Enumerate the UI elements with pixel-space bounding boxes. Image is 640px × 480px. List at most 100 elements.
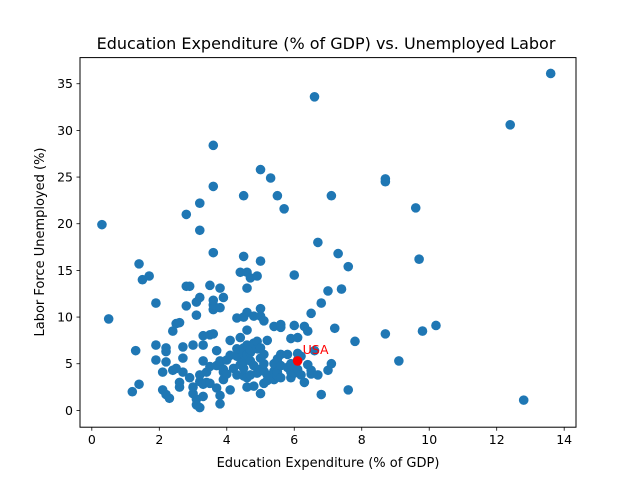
highlight-label-usa: USA	[303, 342, 329, 357]
y-axis-ticks: 0 5 10 15 20 25 30 35	[57, 76, 80, 418]
data-point	[215, 283, 225, 293]
data-point	[343, 385, 354, 395]
data-point	[130, 345, 141, 356]
data-point	[326, 190, 337, 201]
data-point	[151, 340, 161, 350]
data-point	[343, 261, 354, 272]
data-point	[505, 120, 516, 130]
data-point	[299, 377, 310, 388]
data-point	[103, 314, 114, 324]
data-point	[167, 326, 178, 336]
data-point	[289, 320, 300, 331]
data-point	[326, 358, 337, 369]
y-tick-label: 5	[65, 356, 73, 371]
data-point	[157, 367, 168, 377]
data-point	[161, 343, 171, 353]
data-point	[380, 329, 391, 339]
data-point	[275, 372, 286, 383]
x-tick-label: 4	[223, 432, 231, 447]
highlight-group: USA	[292, 342, 329, 366]
data-point	[242, 325, 252, 335]
data-point	[194, 292, 205, 303]
data-point	[191, 310, 202, 321]
y-tick-label: 0	[65, 403, 73, 418]
data-point	[194, 198, 205, 208]
plot-area-frame	[79, 57, 577, 428]
data-point	[174, 317, 185, 328]
data-point	[225, 335, 235, 346]
data-point	[329, 323, 340, 334]
highlight-point-usa	[292, 356, 303, 366]
data-point	[215, 399, 225, 409]
data-point	[292, 332, 303, 343]
data-point	[259, 349, 269, 360]
data-point	[194, 225, 205, 236]
x-tick-label: 2	[155, 432, 163, 447]
data-point	[178, 367, 188, 377]
data-point	[309, 92, 320, 102]
data-point	[211, 383, 222, 393]
y-tick-label: 30	[57, 123, 73, 138]
data-point	[242, 283, 252, 293]
data-point	[279, 204, 289, 214]
data-point	[97, 219, 107, 230]
x-tick-label: 14	[556, 432, 572, 447]
data-point	[333, 248, 343, 259]
data-point	[272, 190, 283, 201]
data-point	[414, 254, 424, 264]
data-point	[238, 190, 249, 201]
x-axis-ticks: 0 2 4 6 8 10 12 14	[88, 427, 572, 447]
data-point	[248, 311, 259, 321]
data-point	[184, 372, 195, 383]
data-point	[134, 259, 144, 269]
data-point	[262, 335, 273, 346]
data-point	[265, 173, 276, 183]
data-point	[184, 281, 195, 292]
data-point	[302, 326, 313, 336]
data-point	[255, 303, 266, 314]
data-point	[225, 385, 235, 395]
data-point	[252, 271, 262, 281]
data-point	[296, 370, 306, 380]
data-point	[431, 320, 441, 331]
data-point	[208, 181, 219, 192]
data-point	[235, 332, 246, 343]
y-axis-label: Labor Force Unemployed (%)	[33, 147, 48, 336]
data-point	[178, 342, 188, 352]
data-point	[188, 340, 198, 350]
data-point	[198, 356, 208, 366]
x-tick-label: 6	[290, 432, 298, 447]
y-tick-label: 35	[57, 76, 73, 91]
data-point	[208, 295, 219, 306]
data-points	[97, 68, 556, 413]
data-point	[417, 326, 428, 336]
data-point	[309, 345, 320, 356]
y-tick-label: 25	[57, 170, 73, 185]
x-tick-label: 10	[421, 432, 437, 447]
data-point	[198, 391, 208, 402]
data-point	[205, 378, 215, 389]
data-point	[198, 340, 208, 350]
data-point	[306, 308, 316, 319]
data-point	[181, 301, 192, 311]
y-tick-label: 15	[57, 263, 73, 278]
x-axis-label: Education Expenditure (% of GDP)	[217, 456, 440, 471]
data-point	[380, 174, 391, 184]
data-point	[313, 370, 323, 380]
data-point	[410, 203, 421, 213]
data-point	[275, 319, 286, 330]
y-tick-label: 20	[57, 216, 73, 231]
data-point	[259, 316, 269, 326]
data-point	[316, 298, 327, 308]
data-point	[394, 356, 404, 366]
data-point	[127, 386, 138, 397]
chart-title: Education Expenditure (% of GDP) vs. Une…	[97, 34, 556, 53]
x-tick-label: 8	[358, 432, 366, 447]
data-point	[194, 402, 205, 413]
data-point	[188, 382, 198, 392]
data-point	[181, 209, 192, 220]
data-point	[259, 358, 269, 369]
data-point	[323, 286, 333, 296]
data-point	[275, 349, 286, 360]
